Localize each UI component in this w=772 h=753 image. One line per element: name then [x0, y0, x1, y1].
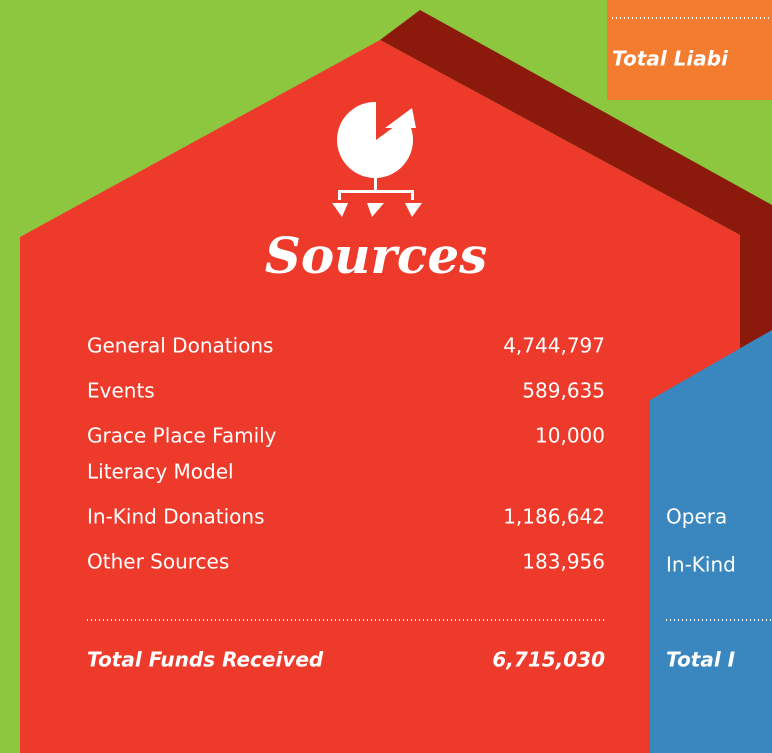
- row-label: General Donations: [87, 334, 273, 358]
- row-amount: 1,186,642: [503, 505, 605, 529]
- total-label: Total Funds Received: [87, 648, 324, 672]
- blue-total: Total I: [666, 648, 736, 672]
- blue-row-label: In-Kind: [666, 553, 736, 577]
- row-amount: 589,635: [522, 379, 605, 403]
- icon-leaf: [405, 203, 422, 217]
- icon-leaf: [332, 203, 348, 217]
- orange-panel: [607, 0, 772, 100]
- row-amount: 183,956: [522, 550, 605, 574]
- total-amount: 6,715,030: [492, 648, 605, 672]
- row-label: Other Sources: [87, 550, 229, 574]
- blue-row-label: Opera: [666, 505, 727, 529]
- icon: [332, 101, 422, 217]
- orange-total: Total Liabi: [612, 47, 729, 71]
- row-label: Grace Place Family: [87, 424, 277, 448]
- row-label: Events: [87, 379, 155, 403]
- pie-slice: [385, 108, 416, 128]
- icon-branch: [411, 190, 414, 200]
- row-label: In-Kind Donations: [87, 505, 265, 529]
- pie-icon: [337, 101, 414, 178]
- icon-branch: [338, 190, 414, 193]
- row-amount: 4,744,797: [503, 334, 605, 358]
- section-title: Sources: [265, 226, 488, 285]
- row-amount: 10,000: [535, 424, 605, 448]
- roof-shadow: [380, 10, 772, 360]
- icon-leaf: [367, 203, 384, 217]
- icon-branch: [338, 190, 341, 200]
- red-house: [20, 40, 740, 753]
- icon-stem: [374, 178, 377, 192]
- blue-panel: [650, 330, 772, 753]
- row-label: Literacy Model: [87, 460, 234, 484]
